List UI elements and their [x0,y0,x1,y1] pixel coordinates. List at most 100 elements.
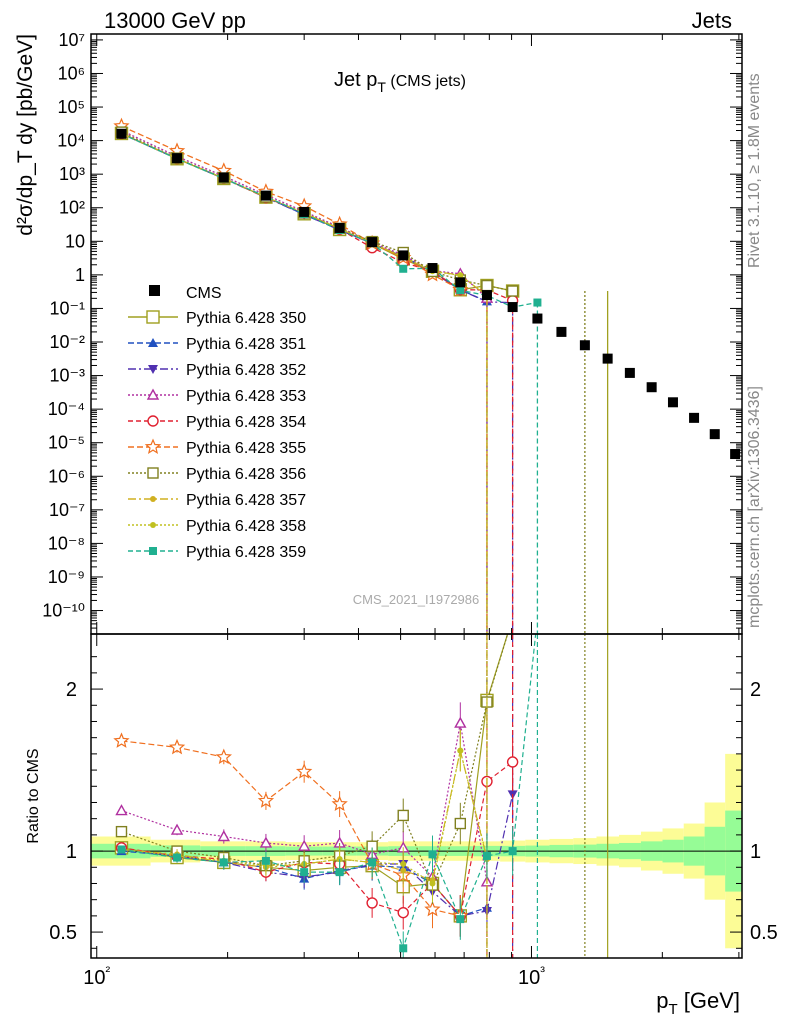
x-tick-label-1: 10³ [518,963,545,989]
legend-marker-0 [146,310,160,324]
legend-marker-4 [147,415,159,427]
ratio-point-9-4 [300,868,309,877]
y-tick-label-main-17: 10⁻¹⁰ [42,601,85,621]
legend-label-3: Pythia 6.428 353 [186,388,306,405]
legend-label-6: Pythia 6.428 356 [186,466,306,483]
ratio-point-4-7 [397,906,409,919]
cms-point-1 [172,153,183,164]
ratio-point-9-11 [508,847,517,856]
ratio-panel-series [113,634,609,958]
legend-marker-3 [146,388,160,400]
ratio-line-9 [121,634,537,951]
ratio-point-3-9 [454,716,467,728]
ratio-line-4 [121,761,513,918]
chart-title-extra: (CMS jets) [386,73,466,90]
cms-point-17 [646,382,657,393]
chart-title-main: Jet p [334,69,377,91]
ratio-point-9-3 [261,856,270,865]
y-tick-label-main-16: 10⁻⁹ [48,567,85,587]
legend-marker-1 [148,338,158,347]
ratio-point-5-1 [168,738,186,755]
ratio-point-9-10 [482,851,491,860]
legend-label-2: Pythia 6.428 352 [186,362,306,379]
y-tick-label-main-10: 10⁻³ [49,366,85,386]
ratio-point-9-0 [117,845,126,854]
legend-label-1: Pythia 6.428 351 [186,336,306,353]
y-tick-label-main-14: 10⁻⁷ [49,500,85,520]
cms-point-13 [556,326,567,337]
ratio-frame [90,633,743,959]
y-tick-label-main-6: 10 [65,231,85,251]
legend-label-8: Pythia 6.428 358 [186,518,306,535]
x-tick-label-exp: ³ [540,963,545,979]
mcplots-reference-label: mcplots.cern.ch [arXiv:1306.3436] [746,386,763,628]
ratio-point-3-0 [115,804,128,816]
x-axis-label-main: p [656,988,668,1013]
series-point-9-7 [399,264,408,273]
y-tick-label-main-1: 10⁶ [58,63,85,83]
x-tick-label-exp: ² [106,963,111,979]
cms-point-16 [624,367,635,378]
cms-point-15 [602,353,613,364]
cms-point-14 [579,340,590,351]
ratio-point-6-9 [454,817,467,830]
ratio-point-9-9 [456,915,465,924]
y-tick-label-main-13: 10⁻⁶ [48,466,85,486]
y-tick-label-main-9: 10⁻² [49,332,85,352]
legend-label-0: Pythia 6.428 350 [186,310,306,327]
x-tick-label-base: 10 [83,967,105,989]
x-tick-label-0: 10² [83,963,110,989]
y-tick-label-ratio-r-2: 2 [750,679,761,701]
ratio-line-6 [121,634,509,887]
y-tick-label-main-11: 10⁻⁴ [48,399,85,419]
analysis-watermark: CMS_2021_I1972986 [353,592,480,607]
cms-point-21 [730,449,741,460]
ratio-point-8-8 [429,880,436,887]
cms-point-9 [455,277,466,288]
cms-point-11 [507,302,518,313]
cms-point-7 [398,250,409,261]
y-tick-label-main-0: 10⁷ [58,30,85,50]
legend-marker-2 [148,365,158,374]
legend-marker-6 [147,467,159,479]
cms-point-0 [116,128,127,139]
y-tick-label-ratio-r-1: 1 [750,841,761,863]
ratio-point-8-7 [400,861,407,868]
legend-label-5: Pythia 6.428 355 [186,440,306,457]
ratio-point-6-7 [397,809,409,822]
ratio-point-5-0 [113,732,130,748]
ratio-point-5-8 [424,900,441,917]
y-tick-label-ratio-l-2: 2 [66,679,77,701]
main-panel-series [113,117,741,634]
y-axis-label-main: d²σ/dp_T dy [pb/GeV] [14,34,37,236]
x-axis-label: pT [GeV] [656,988,740,1018]
series-point-6-11 [506,285,519,297]
y-tick-label-ratio-r-0: 0.5 [750,922,778,944]
legend-label-7: Pythia 6.428 357 [186,492,306,509]
chart-title-sub: T [377,79,386,95]
cms-point-5 [334,222,345,233]
cms-point-12 [532,313,543,324]
ratio-point-5-2 [215,748,233,765]
x-tick-label-base: 10 [518,967,540,989]
ratio-point-9-1 [173,853,182,862]
legend-cms-label: CMS [186,285,222,302]
y-tick-label-ratio-l-0: 0.5 [49,922,77,944]
legend-label-9: Pythia 6.428 359 [186,544,306,561]
series-line-5 [121,125,461,291]
series-point-8-9 [457,272,464,279]
cms-point-3 [260,190,271,201]
ratio-point-9-7 [399,944,408,953]
y-tick-label-main-5: 10² [59,198,85,218]
cms-point-8 [427,263,438,274]
cms-point-18 [667,397,678,408]
y-tick-label-main-15: 10⁻⁸ [48,533,85,553]
cms-point-20 [709,429,720,440]
legend-label-4: Pythia 6.428 354 [186,414,306,431]
ratio-point-3-2 [217,830,230,842]
y-tick-label-main-8: 10⁻¹ [49,298,85,318]
y-tick-label-main-4: 10³ [59,164,85,184]
y-tick-label-main-2: 10⁵ [58,97,85,117]
y-tick-label-main-12: 10⁻⁵ [48,433,85,453]
